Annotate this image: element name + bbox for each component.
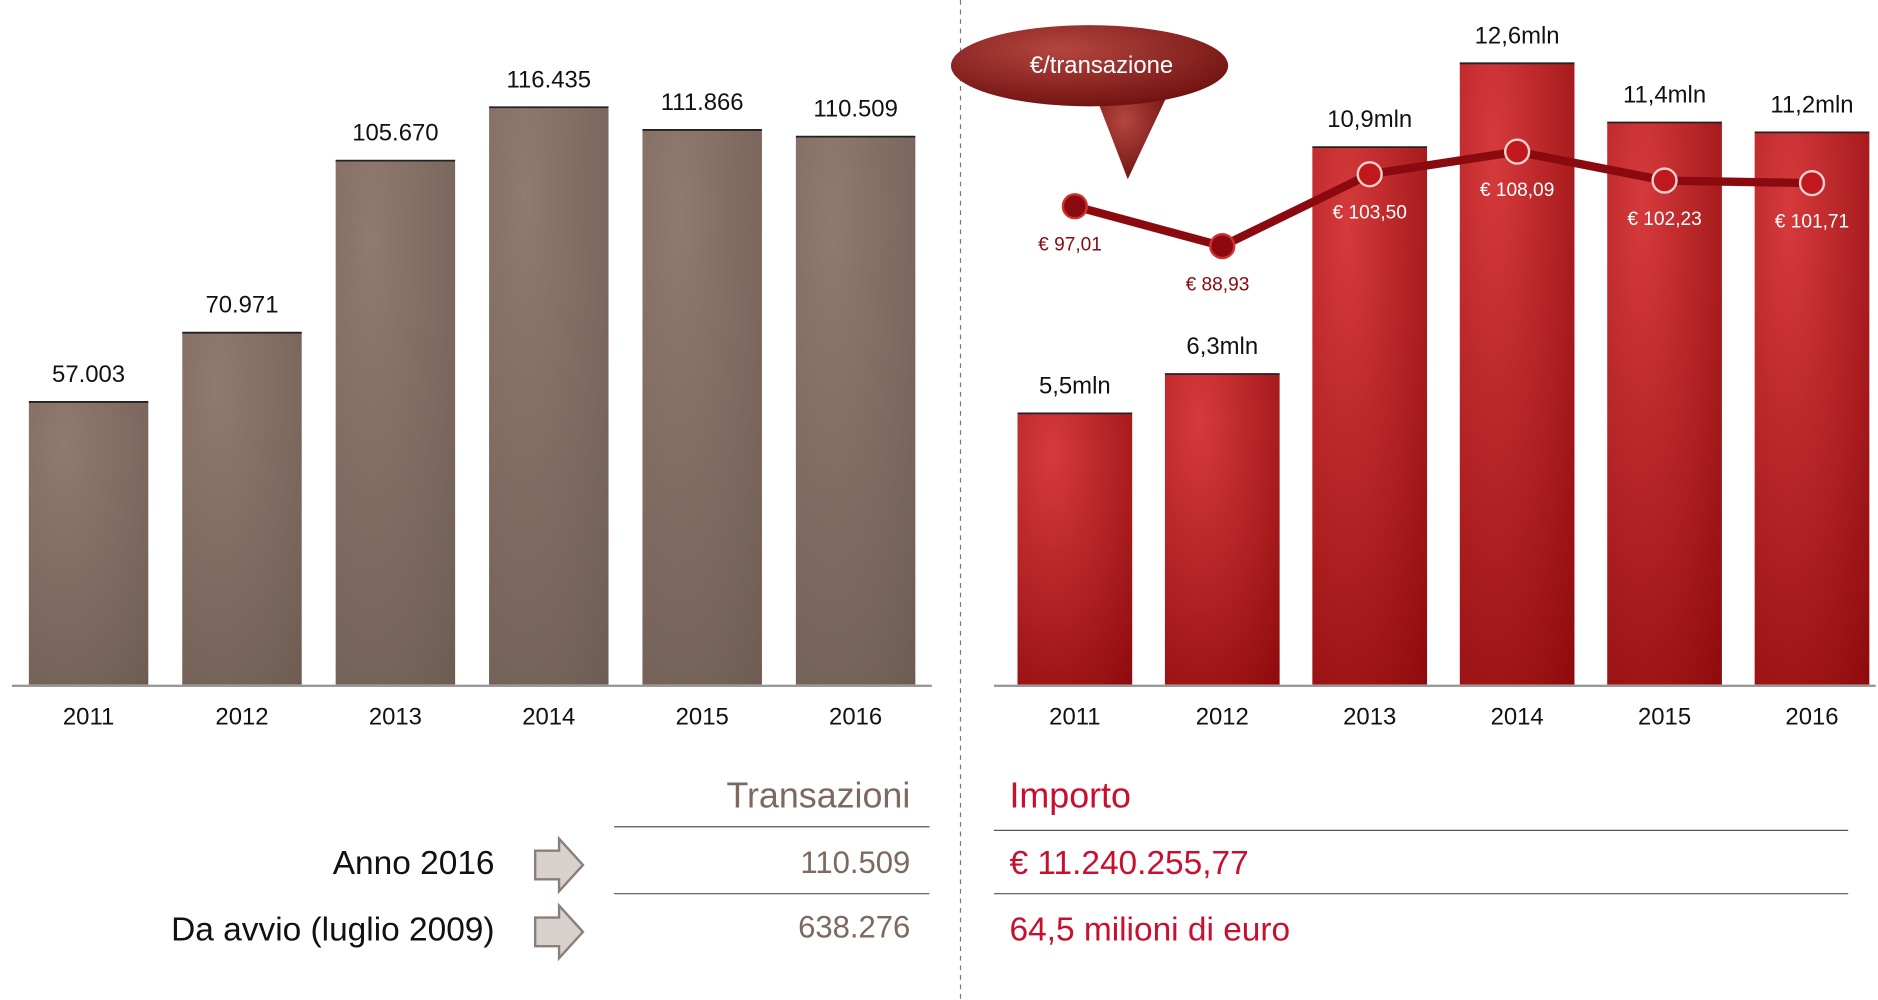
line-value-label: € 103,50 — [1333, 203, 1407, 224]
line-legend: €/transazione — [1030, 52, 1173, 79]
cell: 638.276 — [798, 910, 910, 945]
arrow-icon — [533, 835, 585, 895]
x-tick-label: 2011 — [63, 703, 114, 730]
arrow-icon — [533, 902, 585, 962]
value-label: 12,6mln — [1475, 22, 1560, 49]
bar — [795, 136, 916, 685]
bar — [1754, 132, 1870, 685]
row-label: Anno 2016 — [333, 845, 495, 882]
x-tick-label: 2012 — [215, 703, 268, 730]
line — [1073, 147, 1813, 251]
value-label: 57.003 — [52, 361, 125, 388]
bar — [1312, 147, 1428, 685]
x-tick-label: 2016 — [829, 703, 882, 730]
x-tick-label: 2016 — [1785, 703, 1838, 730]
value-label: 105.670 — [352, 120, 438, 147]
header: Importo — [1009, 776, 1130, 816]
value-label: 70.971 — [205, 292, 278, 319]
value-label: 111.866 — [661, 89, 744, 116]
value-label: 11,4mln — [1623, 82, 1706, 109]
cell: 64,5 milioni di euro — [1009, 912, 1290, 949]
bar — [182, 332, 302, 685]
bar — [1607, 122, 1722, 685]
x-tick-label: 2015 — [676, 703, 729, 730]
line-value-label: € 108,09 — [1480, 180, 1554, 201]
bar — [642, 129, 762, 685]
cell: € 11.240.255,77 — [1009, 845, 1248, 882]
x-tick-label: 2014 — [522, 703, 575, 730]
x-tick-label: 2013 — [1343, 703, 1396, 730]
value-label: 11,2mln — [1770, 91, 1853, 118]
value-label: 116.435 — [507, 66, 592, 93]
value-label: 110.509 — [813, 96, 898, 123]
line-marker — [1061, 193, 1088, 220]
bar — [1164, 373, 1280, 685]
line-value-label: € 101,71 — [1775, 212, 1849, 233]
line-value-label: € 97,01 — [1038, 235, 1102, 256]
line-marker — [1356, 161, 1383, 188]
x-tick-label: 2012 — [1196, 703, 1249, 730]
bar — [489, 107, 609, 685]
bar — [1017, 413, 1133, 685]
value-label: 6,3mln — [1186, 333, 1258, 360]
line-marker — [1209, 232, 1236, 260]
callout-bubble — [950, 25, 1229, 107]
row-label: Da avvio (luglio 2009) — [171, 912, 494, 949]
header: Transazioni — [726, 776, 910, 816]
bar — [1459, 63, 1575, 685]
line-marker — [1798, 169, 1826, 197]
value-label: 10,9mln — [1327, 106, 1412, 133]
x-tick-label: 2015 — [1638, 703, 1691, 730]
line-value-label: € 88,93 — [1186, 275, 1250, 296]
bar — [335, 160, 456, 685]
x-tick-label: 2014 — [1491, 703, 1544, 730]
x-tick-label: 2013 — [369, 703, 422, 730]
x-tick-label: 2011 — [1049, 703, 1100, 730]
value-label: 5,5mln — [1039, 372, 1111, 399]
cell: 110.509 — [800, 845, 910, 880]
bar — [28, 401, 149, 685]
callout: €/transazione — [950, 25, 1229, 180]
line-marker — [1503, 138, 1531, 165]
callout-tail — [1095, 95, 1168, 180]
line-value-label: € 102,23 — [1627, 209, 1701, 230]
line-marker — [1651, 167, 1678, 194]
table: Transazioni Importo Anno 2016 110.509 € … — [171, 776, 1849, 962]
